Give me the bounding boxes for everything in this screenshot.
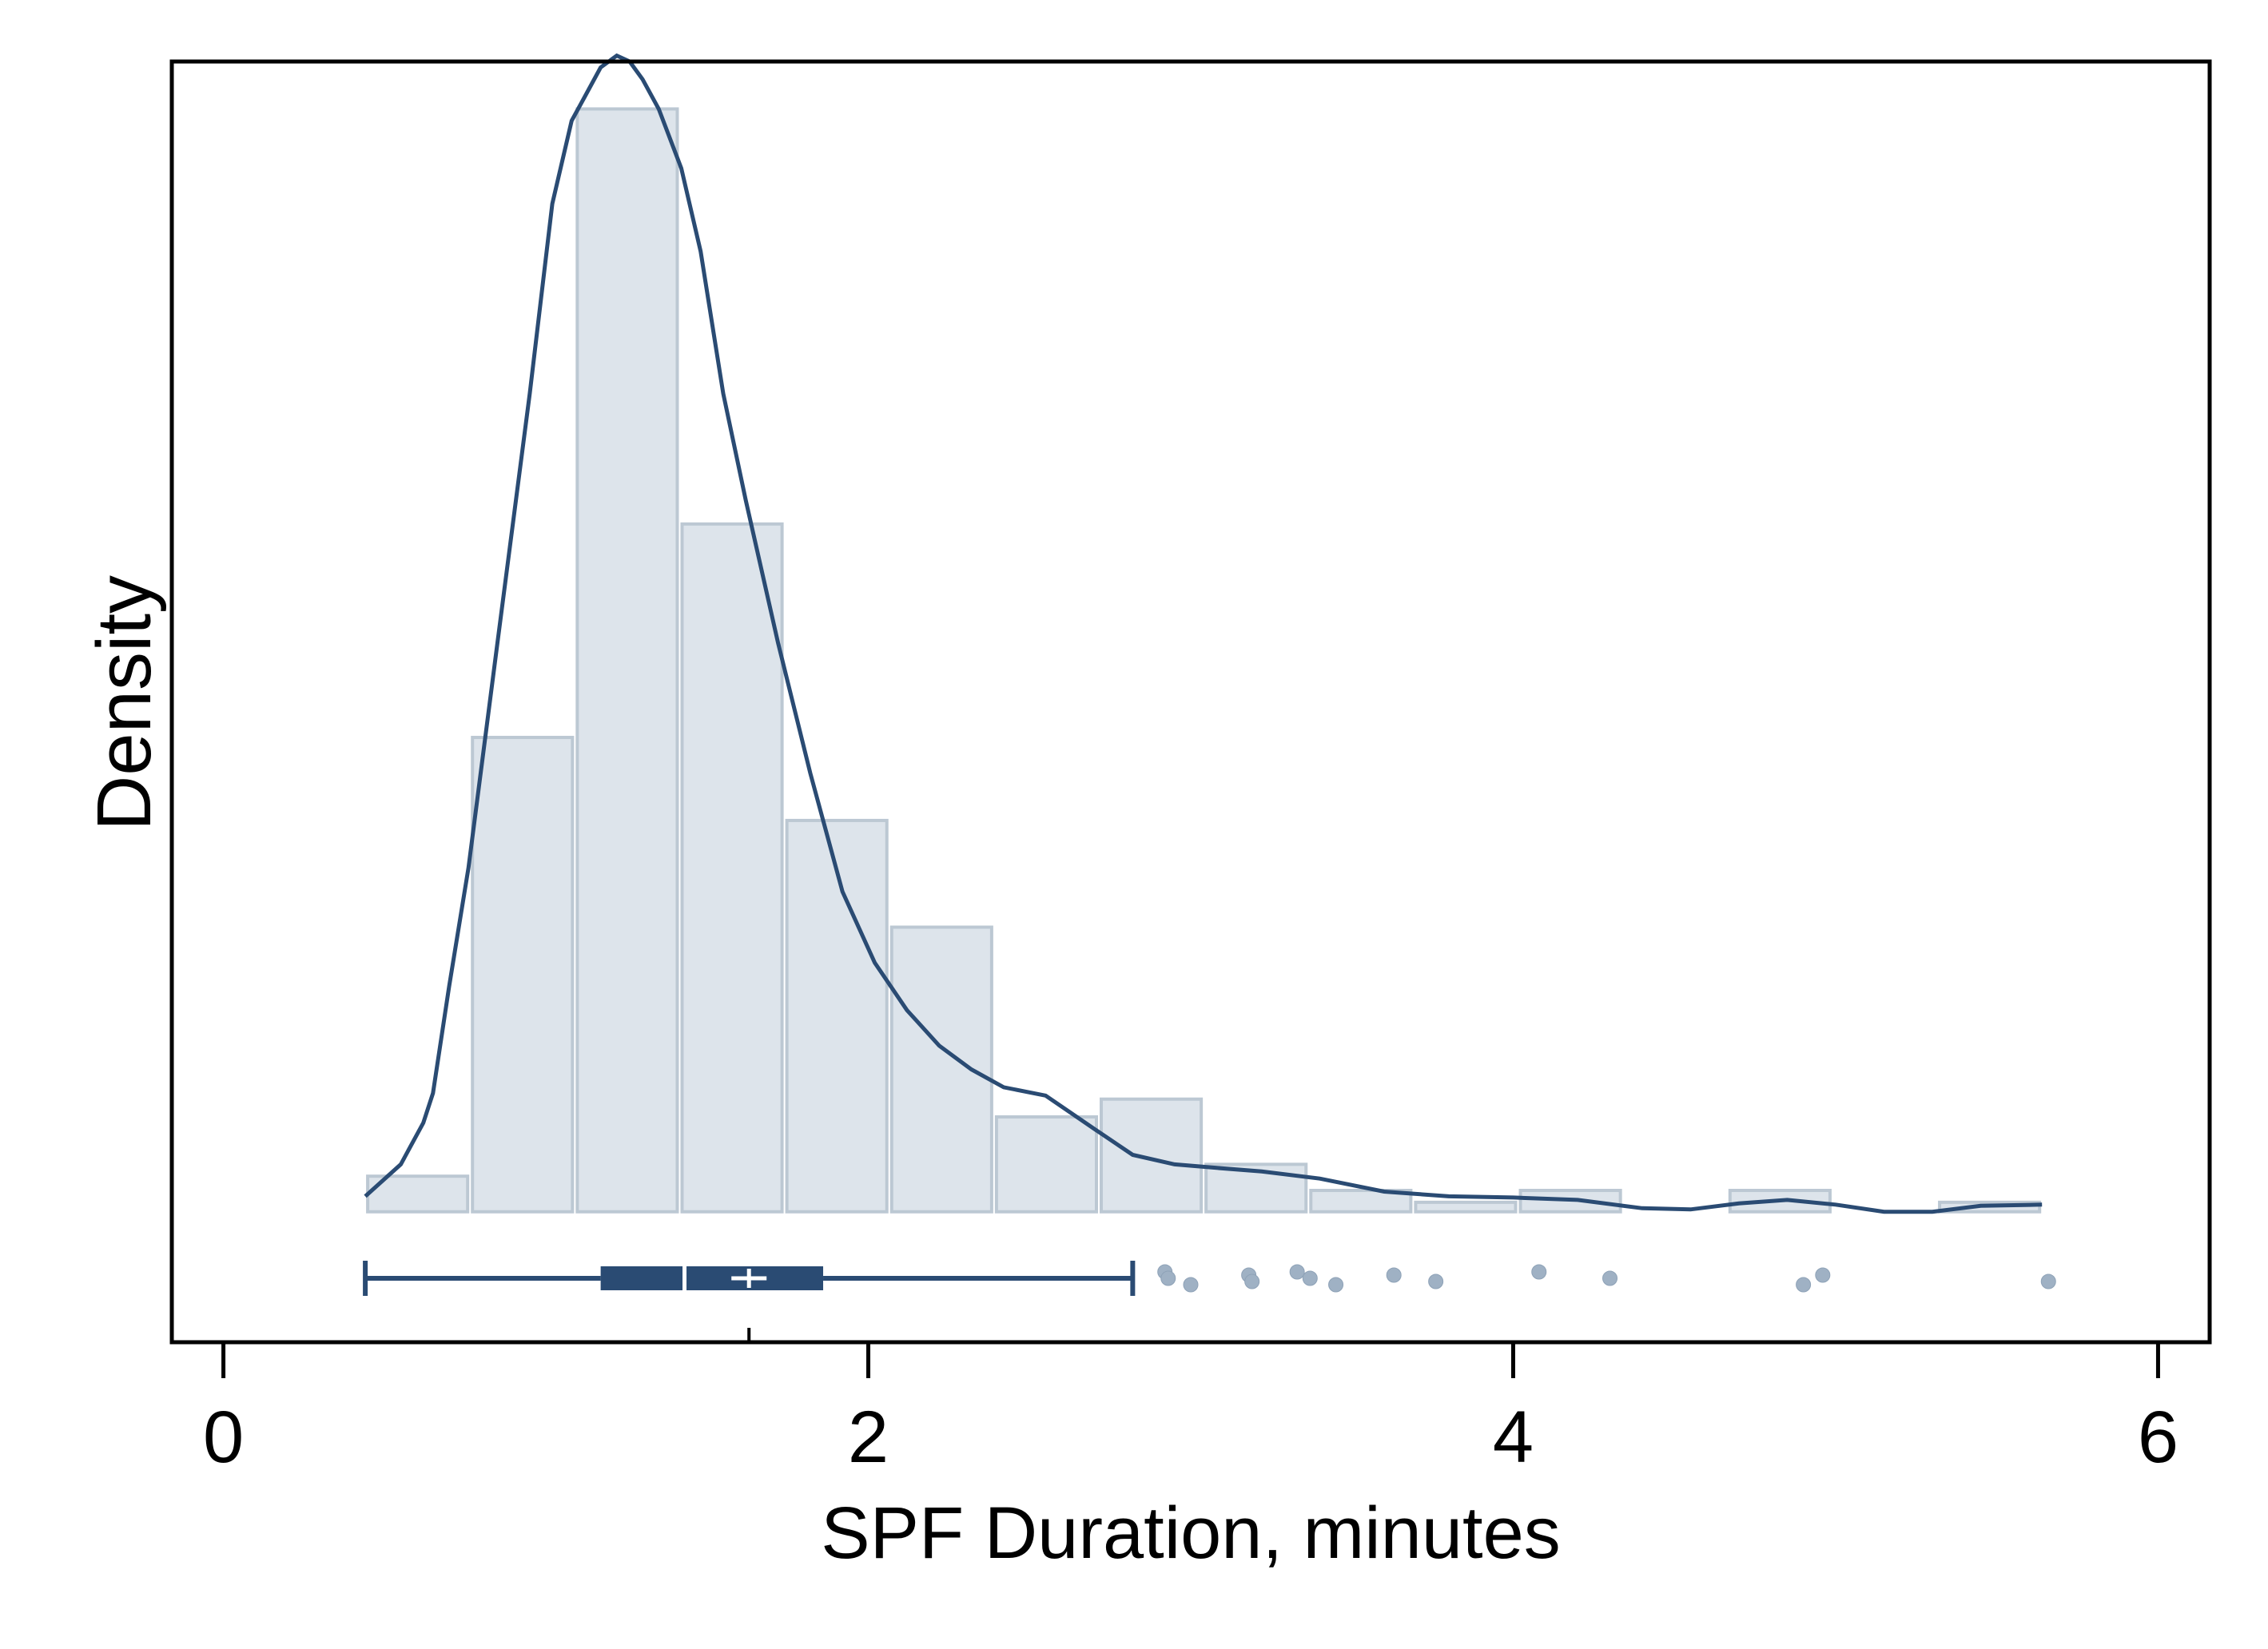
histogram-bar bbox=[1100, 1097, 1204, 1214]
boxplot-outlier-point bbox=[1160, 1270, 1176, 1286]
boxplot-outlier-point bbox=[1428, 1274, 1444, 1289]
boxplot-outlier-point bbox=[1302, 1270, 1318, 1286]
boxplot-outlier-point bbox=[1386, 1267, 1402, 1283]
x-tick-label: 2 bbox=[848, 1397, 889, 1478]
boxplot-outlier-point bbox=[1815, 1267, 1831, 1283]
plot-frame bbox=[169, 59, 2212, 1345]
histogram-bar bbox=[785, 818, 889, 1214]
histogram-bar bbox=[471, 736, 575, 1214]
histogram-bar bbox=[994, 1115, 1099, 1214]
y-axis-title: Density bbox=[82, 575, 167, 831]
x-axis-title: SPF Duration, minutes bbox=[821, 1492, 1560, 1574]
boxplot-outlier-point bbox=[1602, 1270, 1618, 1286]
boxplot-outlier-point bbox=[1244, 1274, 1260, 1289]
histogram-bar bbox=[575, 107, 679, 1214]
histogram-bars bbox=[366, 107, 2042, 1214]
x-tick-label: 6 bbox=[2138, 1397, 2178, 1478]
boxplot-outlier-point bbox=[1183, 1277, 1199, 1293]
boxplot-outlier-point bbox=[1289, 1264, 1305, 1280]
kde-density-curve bbox=[364, 53, 2043, 1214]
boxplot-box bbox=[600, 1266, 824, 1290]
histogram-bar bbox=[680, 522, 784, 1214]
x-tick-label: 0 bbox=[203, 1397, 244, 1478]
boxplot-outlier-point bbox=[1328, 1277, 1344, 1293]
boxplot-outlier-point bbox=[1531, 1264, 1547, 1280]
histogram-bar bbox=[889, 925, 993, 1214]
histogram-bar bbox=[1204, 1162, 1308, 1214]
x-tick-label: 4 bbox=[1493, 1397, 1534, 1478]
x-axis-ticks: 0 2 4 6 bbox=[203, 1342, 2178, 1478]
boxplot bbox=[363, 1261, 2056, 1342]
boxplot-outlier-point bbox=[2040, 1274, 2056, 1289]
histogram-bar bbox=[1414, 1200, 1518, 1214]
boxplot-outlier-point bbox=[1796, 1277, 1812, 1293]
